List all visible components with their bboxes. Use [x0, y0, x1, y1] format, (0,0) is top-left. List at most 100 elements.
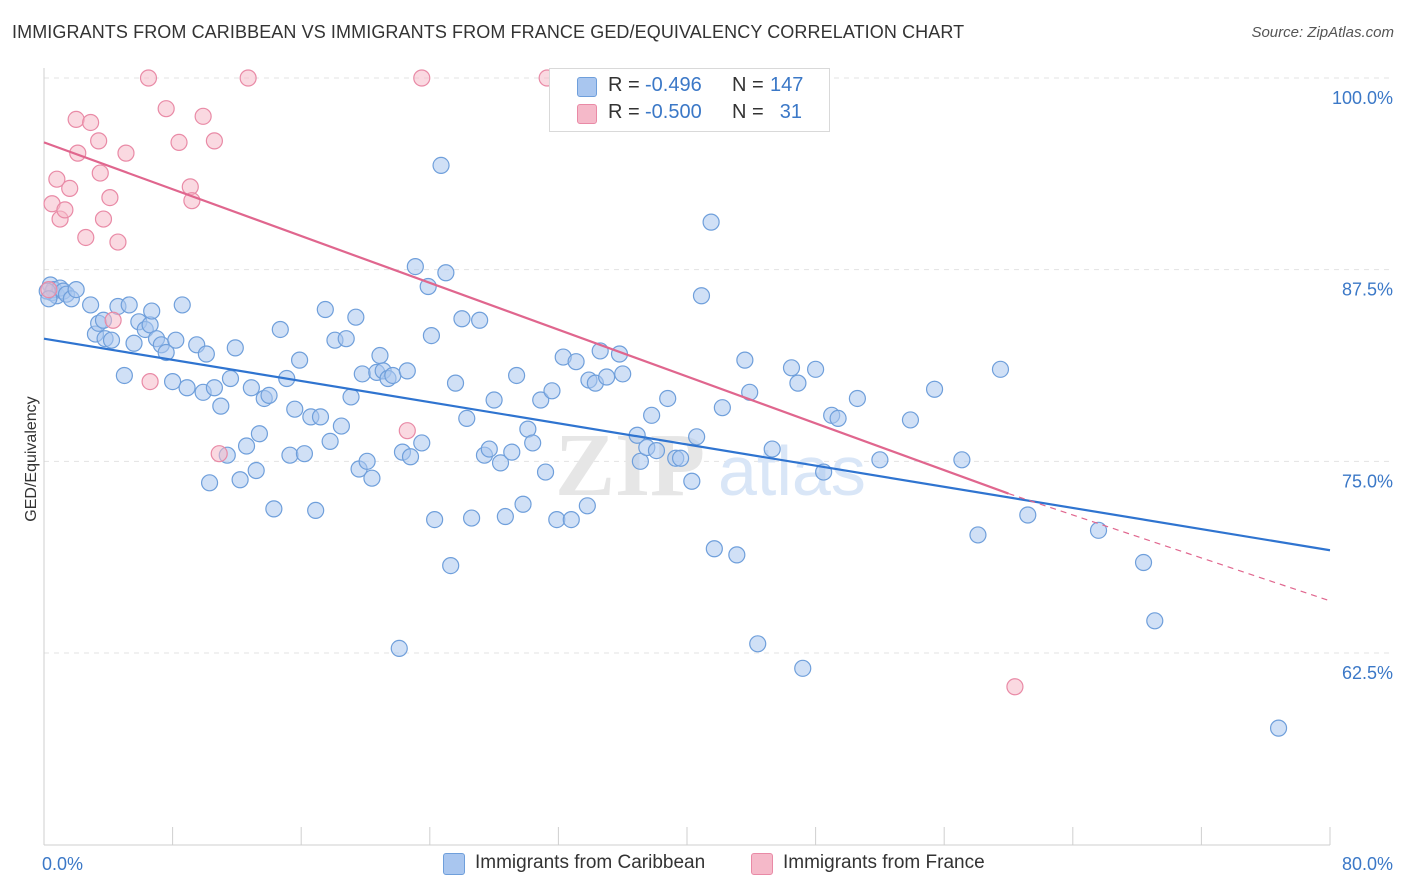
caribbean-point	[491, 454, 510, 472]
caribbean-point	[200, 474, 219, 492]
caribbean-point	[969, 526, 987, 544]
caribbean-point	[221, 369, 240, 388]
caribbean-point	[384, 366, 402, 385]
caribbean-point	[67, 281, 85, 299]
caribbean-point	[806, 360, 825, 378]
legend-swatch-france	[577, 104, 597, 124]
y-tick-label: 87.5%	[1342, 280, 1393, 300]
caribbean-point	[358, 452, 376, 470]
y-tick-label: 75.0%	[1342, 471, 1393, 491]
y-tick-label: 62.5%	[1342, 663, 1393, 683]
correlation-legend: R = -0.496 N = 147 R = -0.500 N = 31	[549, 68, 830, 132]
trend-lines	[43, 141, 1331, 602]
caribbean-point	[829, 409, 847, 427]
caribbean-point	[205, 379, 223, 397]
france-point	[77, 228, 95, 247]
caribbean-point	[631, 452, 649, 470]
caribbean-point	[143, 302, 161, 320]
caribbean-point	[281, 446, 299, 464]
legend-swatch-caribbean	[577, 77, 597, 97]
france-point	[67, 110, 85, 129]
caribbean-point	[337, 330, 355, 348]
caribbean-point	[353, 365, 371, 383]
caribbean-point	[458, 409, 476, 427]
caribbean-point	[290, 351, 309, 369]
caribbean-point	[295, 445, 314, 463]
caribbean-point	[371, 346, 389, 365]
france-point	[413, 69, 431, 87]
tick-labels: 62.5% 75.0% 87.5% 100.0% 0.0% 80.0%	[42, 88, 1393, 874]
caribbean-point	[342, 388, 360, 406]
caribbean-point	[508, 366, 526, 385]
france-point	[101, 189, 119, 207]
legend-n-value: 31	[779, 101, 802, 123]
caribbean-point	[82, 296, 100, 314]
caribbean-point	[925, 380, 944, 398]
caribbean-point	[991, 360, 1010, 378]
caribbean-point	[794, 659, 812, 677]
france-point	[157, 100, 175, 118]
caribbean-point	[871, 451, 889, 469]
chart-source: Source: ZipAtlas.com	[1251, 24, 1394, 41]
y-axis-label: GED/Equivalency	[23, 396, 40, 522]
caribbean-point	[437, 264, 455, 282]
france-point	[194, 107, 212, 125]
caribbean-point	[647, 442, 666, 460]
caribbean-point	[578, 497, 596, 515]
legend-n-value: 147	[770, 74, 804, 96]
caribbean-point	[271, 320, 289, 339]
chart-title: IMMIGRANTS FROM CARIBBEAN VS IMMIGRANTS …	[12, 22, 965, 42]
caribbean-point	[231, 471, 249, 489]
france-point	[61, 179, 79, 197]
france-point	[1006, 678, 1024, 696]
caribbean-point	[953, 451, 971, 469]
caribbean-point	[102, 331, 121, 349]
caribbean-point	[567, 353, 585, 371]
legend-r-label: R =	[608, 74, 640, 96]
caribbean-point	[197, 345, 215, 363]
caribbean-point	[496, 507, 514, 526]
france-point	[141, 373, 159, 391]
caribbean-point	[265, 500, 283, 518]
caribbean-point	[614, 365, 632, 383]
legend-r-value: -0.496	[645, 74, 702, 96]
caribbean-point	[321, 432, 339, 450]
caribbean-point	[503, 443, 521, 461]
france-point	[56, 201, 74, 219]
caribbean-point	[401, 448, 420, 466]
caribbean-point	[462, 509, 481, 527]
caribbean-point	[453, 310, 471, 328]
caribbean-point	[307, 501, 325, 519]
caribbean-point	[763, 440, 781, 458]
caribbean-point	[789, 374, 807, 392]
y-tick-label: 100.0%	[1332, 88, 1393, 108]
caribbean-point	[311, 408, 330, 426]
legend-row-france: R = -0.500 N = 31	[550, 101, 829, 127]
caribbean-point	[226, 339, 244, 357]
caribbean-point	[442, 556, 460, 575]
caribbean-point	[178, 379, 196, 397]
caribbean-point	[419, 277, 437, 296]
caribbean-point	[173, 296, 191, 314]
caribbean-point	[688, 428, 706, 446]
series-caribbean-points	[38, 156, 1288, 737]
caribbean-point	[260, 386, 278, 404]
france-point	[117, 144, 135, 162]
caribbean-point	[659, 389, 677, 408]
caribbean-point	[120, 296, 138, 314]
legend-r-value: -0.500	[645, 101, 702, 123]
caribbean-point	[1146, 612, 1164, 630]
legend-label-france: Immigrants from France	[783, 852, 985, 873]
legend-swatch-france	[751, 853, 773, 875]
caribbean-point	[692, 287, 711, 305]
caribbean-point	[562, 510, 580, 529]
france-point	[109, 233, 127, 251]
caribbean-point	[1134, 553, 1153, 572]
caribbean-point	[524, 434, 542, 452]
caribbean-point	[1019, 506, 1037, 524]
france-point	[90, 132, 108, 150]
grid-lines	[44, 77, 1392, 654]
caribbean-point	[702, 213, 720, 231]
caribbean-point	[532, 391, 550, 409]
